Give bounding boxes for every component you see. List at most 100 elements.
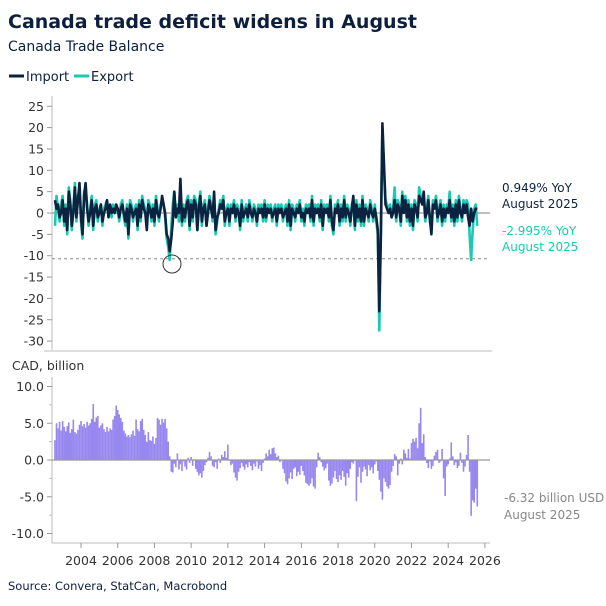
balance-bar [311,460,313,479]
balance-bar [370,460,373,468]
import-annotation-value: 0.949% YoY [502,181,573,195]
balance-bar [455,460,457,463]
balance-bar [352,460,355,464]
balance-bar [162,422,165,460]
highlight-circle [162,254,182,274]
balance-bar [185,460,188,470]
balance-bar [369,460,371,471]
balance-bar [216,460,218,469]
balance-bar [360,460,362,483]
balance-bar [199,460,202,474]
balance-bar [351,460,353,463]
balance-annotation-date: August 2025 [504,508,580,522]
balance-bar [112,419,114,460]
balance-bar [458,460,460,466]
top-y-tick-label: 5 [36,184,44,199]
balance-bar [253,460,255,464]
balance-bar [317,452,319,460]
x-tick-label: 2020 [359,553,391,568]
balance-bar [462,460,465,472]
balance-bar [407,448,410,460]
x-tick-label: 2014 [249,553,281,568]
balance-bar [465,454,468,460]
balance-bar [297,460,300,472]
balance-bar [361,460,364,472]
balance-bar [153,443,156,460]
balance-bar [78,424,81,460]
balance-bar [60,430,62,460]
balance-annotation-value: -6.32 billion USD [504,491,604,505]
balance-bar [272,447,275,460]
bottom-y-tick-label: 10.0 [16,379,44,394]
balance-bar [276,457,278,460]
balance-bar [87,425,90,460]
balance-bar [234,460,237,478]
balance-bar [161,418,163,460]
balance-bar [401,460,404,465]
balance-bar [323,460,326,471]
balance-bar [224,451,226,460]
x-tick-label: 2006 [102,553,134,568]
balance-bar [129,437,131,460]
top-y-tick-label: -10 [24,248,44,263]
balance-bar [453,460,456,466]
balance-bar [90,418,93,460]
chart-title: Canada trade deficit widens in August [8,11,417,33]
top-y-tick-label: -25 [24,312,44,327]
balance-bar [444,460,446,497]
balance-bar [433,455,436,460]
balance-bar [329,460,332,486]
balance-bar [464,460,466,467]
balance-bar [314,460,316,489]
balance-bar [294,460,296,468]
balance-bar [57,428,59,460]
balance-bar [80,421,82,460]
balance-bar [358,460,361,468]
balance-bar [416,448,419,460]
balance-bar [217,458,220,460]
balance-bar [187,457,189,460]
export-annotation-value: -2.995% YoY [502,224,577,238]
balance-bar [93,421,96,460]
top-y-tick-label: 10 [28,163,44,178]
balance-bar [188,460,191,463]
balance-bar [89,423,91,460]
balance-bar [121,421,124,460]
balance-bar [257,460,260,469]
x-tick-label: 2010 [175,553,207,568]
balance-bar [248,460,251,463]
balance-bar [265,453,267,460]
balance-bar [341,460,344,472]
balance-bar [321,460,324,467]
balance-bar [421,443,423,460]
balance-bar [101,423,104,460]
balance-bar [306,460,309,485]
x-tick-label: 2022 [396,553,428,568]
balance-bar [349,460,352,469]
balance-bar [292,460,295,469]
balance-bar [138,431,140,460]
balance-bar [308,460,310,486]
balance-bar [309,460,312,484]
balance-bar [404,453,407,460]
balance-bar [240,460,243,463]
balance-bar [139,421,142,460]
balance-bar [315,460,318,468]
balance-bar [110,429,113,460]
balance-bar [459,452,462,460]
top-y-tick-label: -20 [24,291,44,306]
balance-bar [429,460,431,462]
source-note: Source: Convera, StatCan, Macrobond [8,579,227,593]
balance-bar [130,434,133,460]
balance-bar [251,460,254,471]
balance-bar [295,460,298,477]
balance-bar [97,415,99,460]
balance-bar [116,410,119,460]
balance-bar [136,429,139,460]
balance-bar [149,440,151,460]
balance-bar [468,460,471,472]
balance-bar [231,460,234,464]
balance-bar [474,460,477,489]
balance-bar [230,460,232,466]
